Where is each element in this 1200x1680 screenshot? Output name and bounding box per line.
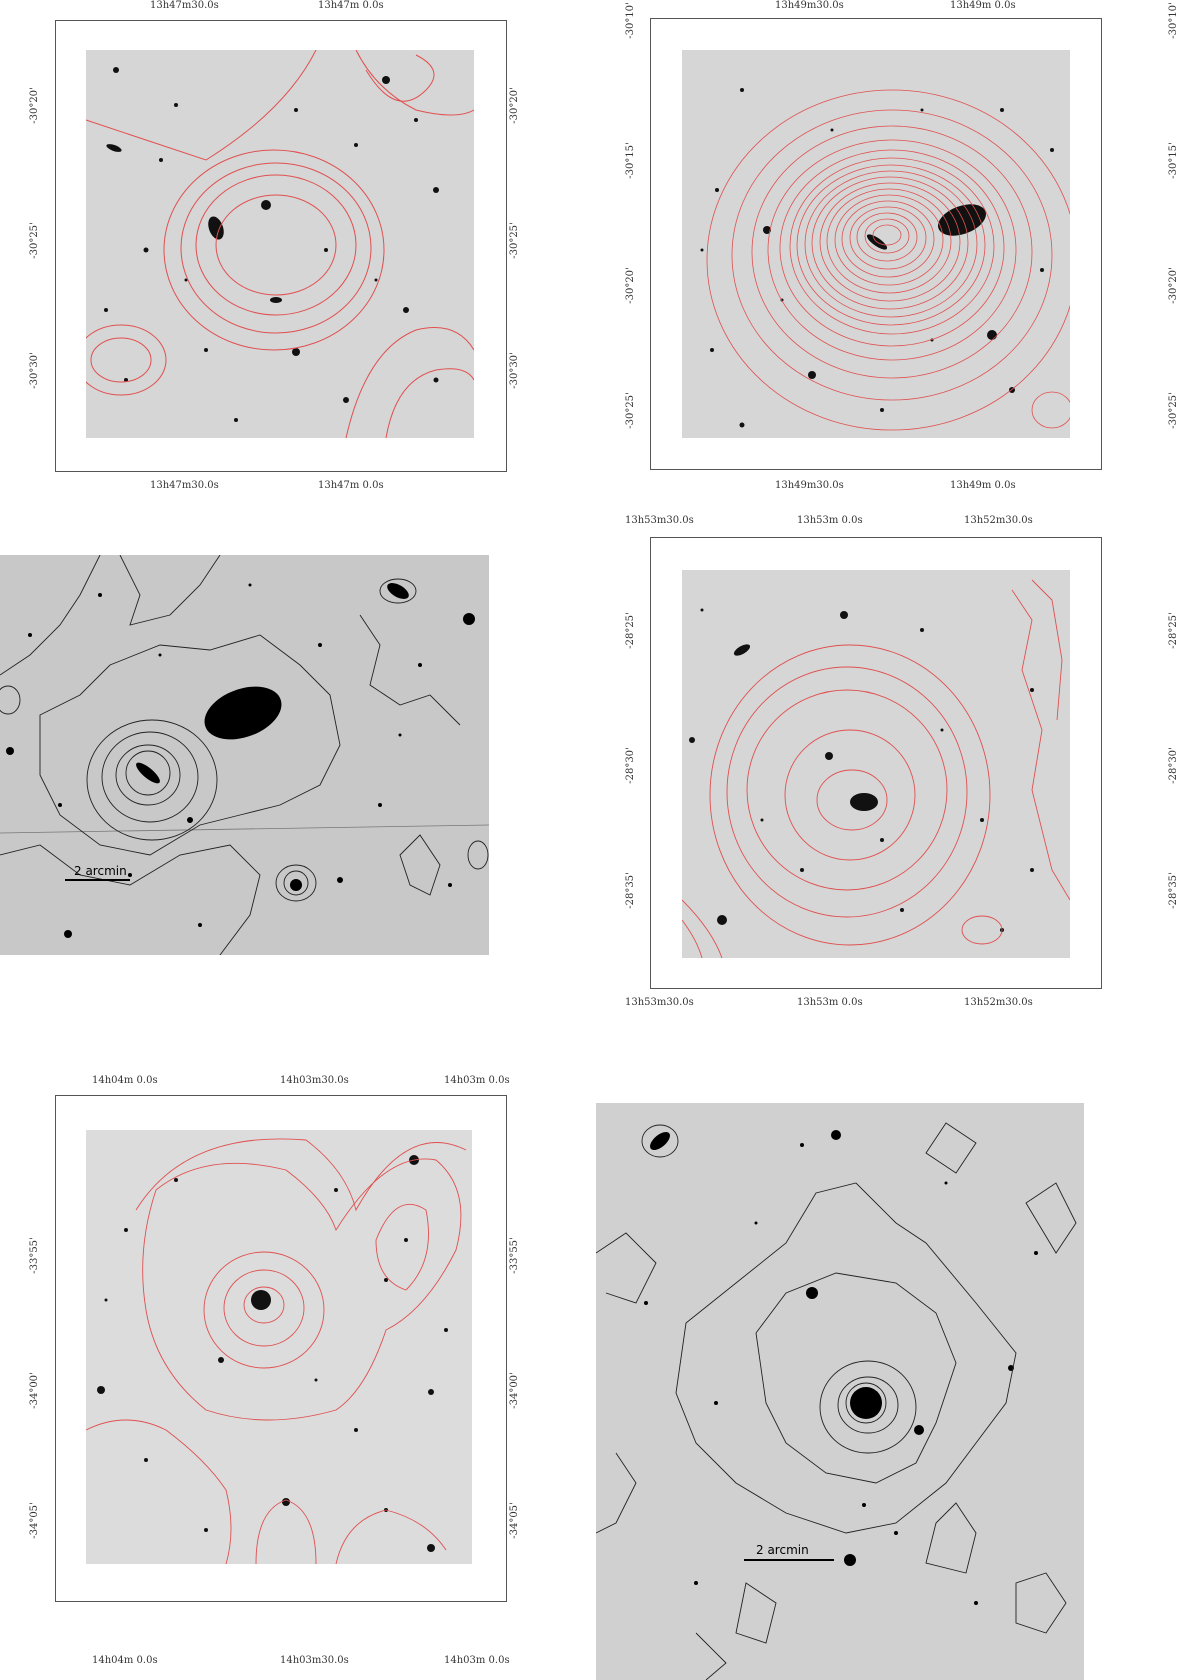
sky-field xyxy=(86,50,474,438)
scale-bar-label: 2 arcmin xyxy=(756,1543,809,1557)
dec-label-right-1: -28°25' xyxy=(1167,612,1179,649)
panel-middle-left: 2 arcmin xyxy=(0,555,490,955)
panel-middle-right: 13h53m30.0s 13h53m 0.0s 13h52m30.0s 13h5… xyxy=(600,515,1200,1035)
ra-label-top-3: 14h03m 0.0s xyxy=(444,1075,510,1086)
dec-label-right-4: -30°25' xyxy=(1167,392,1179,429)
dec-label-left-1: -28°25' xyxy=(624,612,636,649)
panel-bottom-left: 14h04m 0.0s 14h03m30.0s 14h03m 0.0s 14h0… xyxy=(0,1075,560,1680)
sky-field xyxy=(86,1130,472,1564)
dec-label-right-2: -34°00' xyxy=(508,1372,520,1409)
sky-field xyxy=(682,50,1070,438)
sky-image xyxy=(682,570,1070,958)
ra-label-bottom-2: 13h47m 0.0s xyxy=(318,480,384,491)
dec-label-right-3: -30°20' xyxy=(1167,267,1179,304)
ra-label-top-2: 14h03m30.0s xyxy=(280,1075,349,1086)
scale-bar-label: 2 arcmin xyxy=(74,864,127,878)
ra-label-top-3: 13h52m30.0s xyxy=(964,515,1033,526)
dec-label-left-2: -30°25' xyxy=(28,222,40,259)
dec-label-left-1: -33°55' xyxy=(28,1237,40,1274)
panel-top-left: 13h47m30.0s 13h47m 0.0s 13h47m30.0s 13h4… xyxy=(0,0,560,520)
dec-label-right-3: -30°30' xyxy=(508,352,520,389)
ra-label-bottom-1: 13h53m30.0s xyxy=(625,997,694,1008)
sky-field: 2 arcmin xyxy=(0,555,489,955)
dec-label-right-3: -34°05' xyxy=(508,1502,520,1539)
sky-image: 2 arcmin xyxy=(596,1103,1084,1680)
dec-label-right-2: -28°30' xyxy=(1167,747,1179,784)
dec-label-left-2: -30°15' xyxy=(624,142,636,179)
ra-label-bottom-2: 13h49m 0.0s xyxy=(950,480,1016,491)
sky-image xyxy=(86,1130,472,1564)
panel-top-right: 13h49m30.0s 13h49m 0.0s 13h49m30.0s 13h4… xyxy=(600,0,1200,500)
sky-image xyxy=(86,50,474,438)
dec-label-left-2: -28°30' xyxy=(624,747,636,784)
ra-label-bottom-1: 14h04m 0.0s xyxy=(92,1655,158,1666)
sky-field: 2 arcmin xyxy=(596,1103,1084,1680)
dec-label-right-1: -30°10' xyxy=(1167,2,1179,39)
ra-label-bottom-3: 14h03m 0.0s xyxy=(444,1655,510,1666)
sky-image: 2 arcmin xyxy=(0,555,489,955)
ra-label-top-1: 13h47m30.0s xyxy=(150,0,219,11)
panel-bottom-right: 2 arcmin xyxy=(596,1103,1086,1680)
dec-label-right-1: -33°55' xyxy=(508,1237,520,1274)
ra-label-top-1: 13h53m30.0s xyxy=(625,515,694,526)
ra-label-bottom-1: 13h47m30.0s xyxy=(150,480,219,491)
sky-field xyxy=(682,570,1070,958)
dec-label-right-3: -28°35' xyxy=(1167,872,1179,909)
dec-label-left-1: -30°20' xyxy=(28,87,40,124)
ra-label-top-1: 13h49m30.0s xyxy=(775,0,844,11)
dec-label-left-4: -30°25' xyxy=(624,392,636,429)
ra-label-bottom-3: 13h52m30.0s xyxy=(964,997,1033,1008)
dec-label-left-3: -30°20' xyxy=(624,267,636,304)
ra-label-bottom-2: 14h03m30.0s xyxy=(280,1655,349,1666)
sky-image xyxy=(682,50,1070,438)
dec-label-right-2: -30°15' xyxy=(1167,142,1179,179)
ra-label-top-2: 13h49m 0.0s xyxy=(950,0,1016,11)
dec-label-left-2: -34°00' xyxy=(28,1372,40,1409)
ra-label-top-1: 14h04m 0.0s xyxy=(92,1075,158,1086)
dec-label-left-3: -30°30' xyxy=(28,352,40,389)
ra-label-top-2: 13h47m 0.0s xyxy=(318,0,384,11)
ra-label-bottom-2: 13h53m 0.0s xyxy=(797,997,863,1008)
ra-label-bottom-1: 13h49m30.0s xyxy=(775,480,844,491)
ra-label-top-2: 13h53m 0.0s xyxy=(797,515,863,526)
dec-label-left-1: -30°10' xyxy=(624,2,636,39)
dec-label-right-1: -30°20' xyxy=(508,87,520,124)
dec-label-right-2: -30°25' xyxy=(508,222,520,259)
dec-label-left-3: -34°05' xyxy=(28,1502,40,1539)
dec-label-left-3: -28°35' xyxy=(624,872,636,909)
